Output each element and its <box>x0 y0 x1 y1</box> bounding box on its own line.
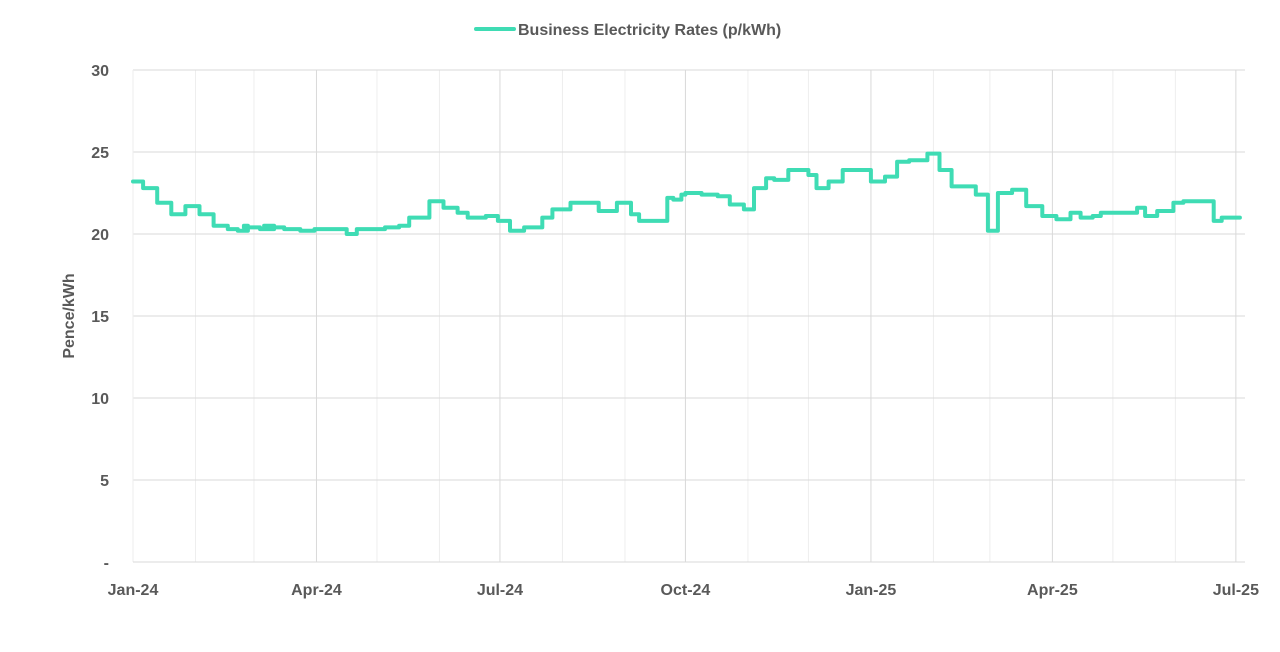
series-layer <box>131 151 1242 236</box>
x-tick-label-5: Apr-25 <box>1027 582 1078 599</box>
x-axis-tick-labels: Jan-24 Apr-24 Jul-24 Oct-24 Jan-25 Apr-25 Jul-… <box>108 582 1259 599</box>
y-axis-tick-labels: - 5 10 15 20 25 30 <box>91 63 109 572</box>
x-tick-label-1: Apr-24 <box>291 582 342 599</box>
legend-label: Business Electricity Rates (p/kWh) <box>518 22 781 39</box>
legend: Business Electricity Rates (p/kWh) <box>474 22 781 39</box>
y-tick-label-6: 30 <box>91 63 109 80</box>
x-tick-label-2: Jul-24 <box>477 582 523 599</box>
major-gridlines <box>132 69 1245 562</box>
y-axis-title: Pence/kWh <box>61 273 78 358</box>
y-tick-label-2: 10 <box>91 391 109 408</box>
y-tick-label-5: 25 <box>91 145 109 162</box>
x-tick-label-0: Jan-24 <box>108 582 159 599</box>
y-tick-label-3: 15 <box>91 309 109 326</box>
x-tick-label-6: Jul-25 <box>1213 582 1259 599</box>
y-tick-label-4: 20 <box>91 227 109 244</box>
x-tick-label-3: Oct-24 <box>661 582 711 599</box>
x-tick-label-4: Jan-25 <box>846 582 897 599</box>
y-tick-label-0: - <box>104 555 109 572</box>
series-line-0 <box>131 151 1242 236</box>
y-tick-label-1: 5 <box>100 473 109 490</box>
